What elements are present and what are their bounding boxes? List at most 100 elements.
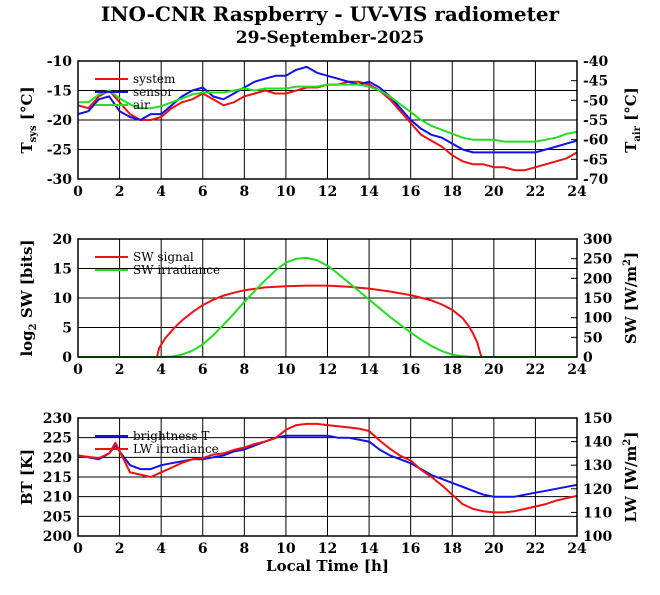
- x-tick-label: 10: [276, 184, 296, 200]
- x-tick-label: 4: [156, 362, 166, 378]
- y-left-tick-label: 210: [43, 490, 72, 506]
- x-tick-label: 18: [443, 184, 462, 200]
- y-right-tick-label: -50: [583, 93, 609, 109]
- x-tick-label: 20: [484, 541, 504, 557]
- x-tick-label: 6: [198, 184, 208, 200]
- y-right-axis-label: LW [W/m2]: [622, 432, 640, 523]
- series-line-sw-signal: [78, 284, 577, 358]
- x-tick-label: 2: [115, 184, 125, 200]
- x-tick-label: 24: [567, 362, 587, 378]
- y-left-tick-label: 205: [43, 509, 72, 525]
- legend-label: SW signal: [133, 250, 194, 264]
- y-left-tick-label: 200: [43, 529, 72, 545]
- series-line-brightness-t: [77, 434, 578, 498]
- legend-label: air: [133, 98, 150, 112]
- y-right-tick-label: 140: [583, 435, 612, 451]
- y-left-axis-label: BT [K]: [18, 449, 36, 505]
- y-left-tick-label: 5: [62, 321, 72, 337]
- y-right-tick-label: -45: [583, 74, 608, 90]
- y-right-tick-label: 110: [583, 505, 612, 521]
- y-left-tick-label: 0: [62, 350, 72, 366]
- y-left-tick-label: 220: [43, 450, 72, 466]
- x-tick-label: 16: [401, 362, 420, 378]
- y-right-axis-label: Tair [°C]: [622, 87, 643, 153]
- legend-label: brightness T: [133, 429, 209, 443]
- x-tick-label: 24: [567, 541, 587, 557]
- y-right-tick-label: 100: [583, 529, 612, 545]
- y-right-tick-label: -70: [583, 172, 609, 188]
- x-axis-label: Local Time [h]: [266, 557, 389, 575]
- x-tick-label: 14: [359, 362, 379, 378]
- x-tick-label: 16: [401, 541, 420, 557]
- y-right-tick-label: -55: [583, 113, 608, 129]
- y-left-tick-label: -10: [47, 54, 73, 70]
- y-left-tick-label: -15: [47, 84, 72, 100]
- x-tick-label: 12: [318, 362, 337, 378]
- x-tick-label: 8: [239, 362, 249, 378]
- series-line-air: [78, 83, 578, 143]
- y-right-tick-label: 150: [583, 411, 612, 427]
- x-tick-label: 4: [156, 541, 166, 557]
- legend-label: sensor: [133, 85, 173, 99]
- y-right-tick-label: 200: [583, 271, 612, 287]
- series-line-lw-irradiance: [77, 422, 578, 514]
- x-tick-label: 24: [567, 184, 587, 200]
- x-tick-label: 14: [359, 184, 379, 200]
- series-line-sw-irradiance: [78, 256, 577, 358]
- chart-panel-3: 0 2 4 6 8 10 12 14 16 18 20 22 242002052102152202252…: [18, 411, 640, 575]
- plot-frame: [77, 417, 578, 537]
- x-tick-label: 12: [318, 184, 337, 200]
- y-right-tick-label: -40: [583, 54, 609, 70]
- y-right-tick-label: 50: [583, 330, 603, 346]
- y-left-tick-label: 215: [43, 470, 72, 486]
- y-right-tick-label: 300: [583, 232, 612, 248]
- x-tick-label: 22: [526, 541, 545, 557]
- y-right-tick-label: 100: [583, 311, 612, 327]
- y-right-tick-label: 0: [583, 350, 593, 366]
- y-right-tick-label: 250: [583, 252, 612, 268]
- y-left-tick-label: -20: [47, 113, 73, 129]
- x-tick-label: 18: [443, 541, 462, 557]
- legend-label: LW irradiance: [133, 442, 219, 456]
- y-left-tick-label: 225: [43, 431, 72, 447]
- x-tick-label: 6: [198, 362, 208, 378]
- y-left-tick-label: 10: [53, 291, 73, 307]
- y-right-tick-label: 150: [583, 291, 612, 307]
- chart-panel-2: 0 2 4 6 8 10 12 14 16 18 20 22 240510152005010015020…: [18, 232, 640, 378]
- x-tick-label: 18: [443, 362, 462, 378]
- x-tick-label: 0: [73, 184, 83, 200]
- y-right-axis-label: SW [W/m2]: [622, 252, 640, 344]
- y-left-tick-label: 15: [53, 262, 72, 278]
- legend-label: SW irradiance: [133, 263, 220, 277]
- x-tick-label: 14: [359, 541, 379, 557]
- chart-title: INO-CNR Raspberry - UV-VIS radiometer: [100, 2, 560, 26]
- x-tick-label: 6: [198, 541, 208, 557]
- y-right-tick-label: -60: [583, 133, 609, 149]
- x-tick-label: 2: [115, 362, 125, 378]
- x-tick-label: 16: [401, 184, 420, 200]
- x-tick-label: 10: [276, 541, 296, 557]
- y-right-tick-label: 120: [583, 482, 612, 498]
- x-tick-label: 8: [239, 541, 249, 557]
- x-tick-label: 4: [156, 184, 166, 200]
- y-left-axis-label: log2 SW [bits]: [18, 239, 39, 356]
- y-left-tick-label: 230: [43, 411, 72, 427]
- series-line-sensor: [77, 65, 578, 154]
- y-right-tick-label: 130: [583, 458, 612, 474]
- y-left-tick-label: -25: [47, 143, 72, 159]
- y-left-tick-label: 20: [53, 232, 73, 248]
- y-left-tick-label: -30: [47, 172, 73, 188]
- x-tick-label: 2: [115, 541, 125, 557]
- x-tick-label: 10: [276, 362, 296, 378]
- x-tick-label: 22: [526, 184, 545, 200]
- legend-label: system: [133, 72, 176, 86]
- chart-subtitle: 29-September-2025: [235, 28, 425, 48]
- chart-panel-1: 0 2 4 6 8 10 12 14 16 18 20 22 24-30-25-20-15-10-70-…: [18, 54, 643, 200]
- x-tick-label: 8: [239, 184, 249, 200]
- x-tick-label: 0: [73, 541, 83, 557]
- x-tick-label: 22: [526, 362, 545, 378]
- x-tick-label: 0: [73, 362, 83, 378]
- x-tick-label: 12: [318, 541, 337, 557]
